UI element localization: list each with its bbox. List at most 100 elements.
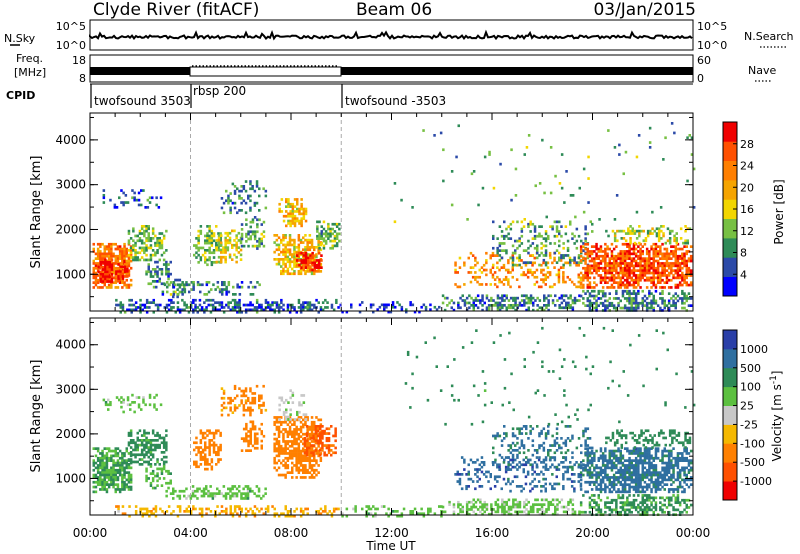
range-cell xyxy=(254,285,257,289)
range-cell xyxy=(540,508,544,511)
range-cell xyxy=(92,459,95,462)
range-cell xyxy=(282,435,285,438)
range-cell xyxy=(302,466,305,470)
range-cell xyxy=(504,278,508,281)
range-cell xyxy=(258,396,261,400)
range-cell xyxy=(304,306,307,309)
range-cell xyxy=(216,308,219,312)
range-cell xyxy=(260,432,263,436)
range-cell xyxy=(582,266,585,270)
range-cell xyxy=(96,478,100,482)
range-cell xyxy=(305,453,309,457)
range-cell xyxy=(526,271,530,274)
range-cell xyxy=(99,263,103,267)
range-cell xyxy=(481,512,484,516)
range-cell xyxy=(312,453,315,457)
range-cell xyxy=(117,505,120,508)
range-cell xyxy=(542,278,545,281)
range-cell xyxy=(483,505,486,509)
range-cell xyxy=(501,299,504,302)
range-cell xyxy=(229,512,232,516)
range-cell xyxy=(123,452,126,455)
range-cell xyxy=(289,202,292,206)
range-cell xyxy=(536,234,539,238)
range-cell xyxy=(288,449,292,453)
range-cell xyxy=(101,466,104,470)
range-cell xyxy=(103,283,106,287)
range-cell xyxy=(621,262,625,265)
range-cell xyxy=(282,452,285,455)
range-cell xyxy=(683,278,686,282)
range-cell xyxy=(641,257,644,260)
range-cell xyxy=(110,456,113,460)
range-cell xyxy=(628,276,631,280)
range-cell xyxy=(285,408,288,412)
range-cell xyxy=(683,292,686,295)
range-cell xyxy=(302,413,306,416)
range-cell xyxy=(249,293,253,296)
range-cell xyxy=(118,466,122,470)
range-cell xyxy=(641,276,644,280)
range-cell xyxy=(304,468,307,472)
range-cell xyxy=(275,449,279,453)
range-cell xyxy=(151,448,155,452)
range-cell xyxy=(140,448,144,452)
range-cell xyxy=(218,492,221,495)
range-cell xyxy=(496,249,499,252)
range-cell xyxy=(298,219,301,223)
range-cell xyxy=(547,294,550,298)
range-cell xyxy=(106,261,109,264)
range-cell xyxy=(125,471,128,474)
range-cell xyxy=(155,203,158,207)
range-cell xyxy=(132,448,135,452)
range-cell xyxy=(536,244,539,248)
range-cell xyxy=(320,230,323,233)
range-cell xyxy=(562,246,565,250)
range-cell xyxy=(105,466,109,470)
range-cell xyxy=(485,283,488,286)
range-cell xyxy=(118,488,122,491)
range-cell xyxy=(176,514,180,518)
range-cell xyxy=(628,250,631,253)
range-cell xyxy=(220,492,223,495)
range-cell xyxy=(302,464,305,467)
range-cell xyxy=(202,489,206,493)
range-cell xyxy=(514,249,517,252)
range-cell xyxy=(117,272,120,276)
range-cell xyxy=(92,490,95,494)
range-cell xyxy=(208,229,211,233)
range-cell xyxy=(681,292,684,295)
range-cell xyxy=(222,201,226,205)
range-cell xyxy=(288,234,292,237)
range-cell xyxy=(141,308,144,312)
range-cell xyxy=(291,212,295,216)
range-cell xyxy=(160,441,164,445)
range-cell xyxy=(266,301,270,304)
range-cell xyxy=(238,310,241,314)
range-cell xyxy=(165,441,168,445)
range-cell xyxy=(672,254,675,258)
range-cell xyxy=(291,217,295,220)
range-cell xyxy=(461,508,464,511)
range-cell xyxy=(630,299,633,303)
range-cell xyxy=(685,250,688,253)
range-cell xyxy=(316,427,320,431)
range-cell xyxy=(604,294,607,298)
range-cell xyxy=(229,510,232,513)
range-cell xyxy=(322,220,326,224)
range-cell xyxy=(544,278,547,281)
range-cell xyxy=(459,296,462,300)
range-cell xyxy=(215,225,218,228)
range-cell xyxy=(282,236,285,240)
range-cell xyxy=(302,437,305,441)
range-cell xyxy=(634,278,638,282)
range-cell xyxy=(503,242,506,245)
range-cell xyxy=(489,283,492,286)
range-cell xyxy=(149,463,153,466)
range-cell xyxy=(648,252,651,256)
range-cell xyxy=(554,508,557,511)
range-cell xyxy=(134,448,137,452)
range-cell xyxy=(310,308,314,312)
range-cell xyxy=(474,505,478,509)
